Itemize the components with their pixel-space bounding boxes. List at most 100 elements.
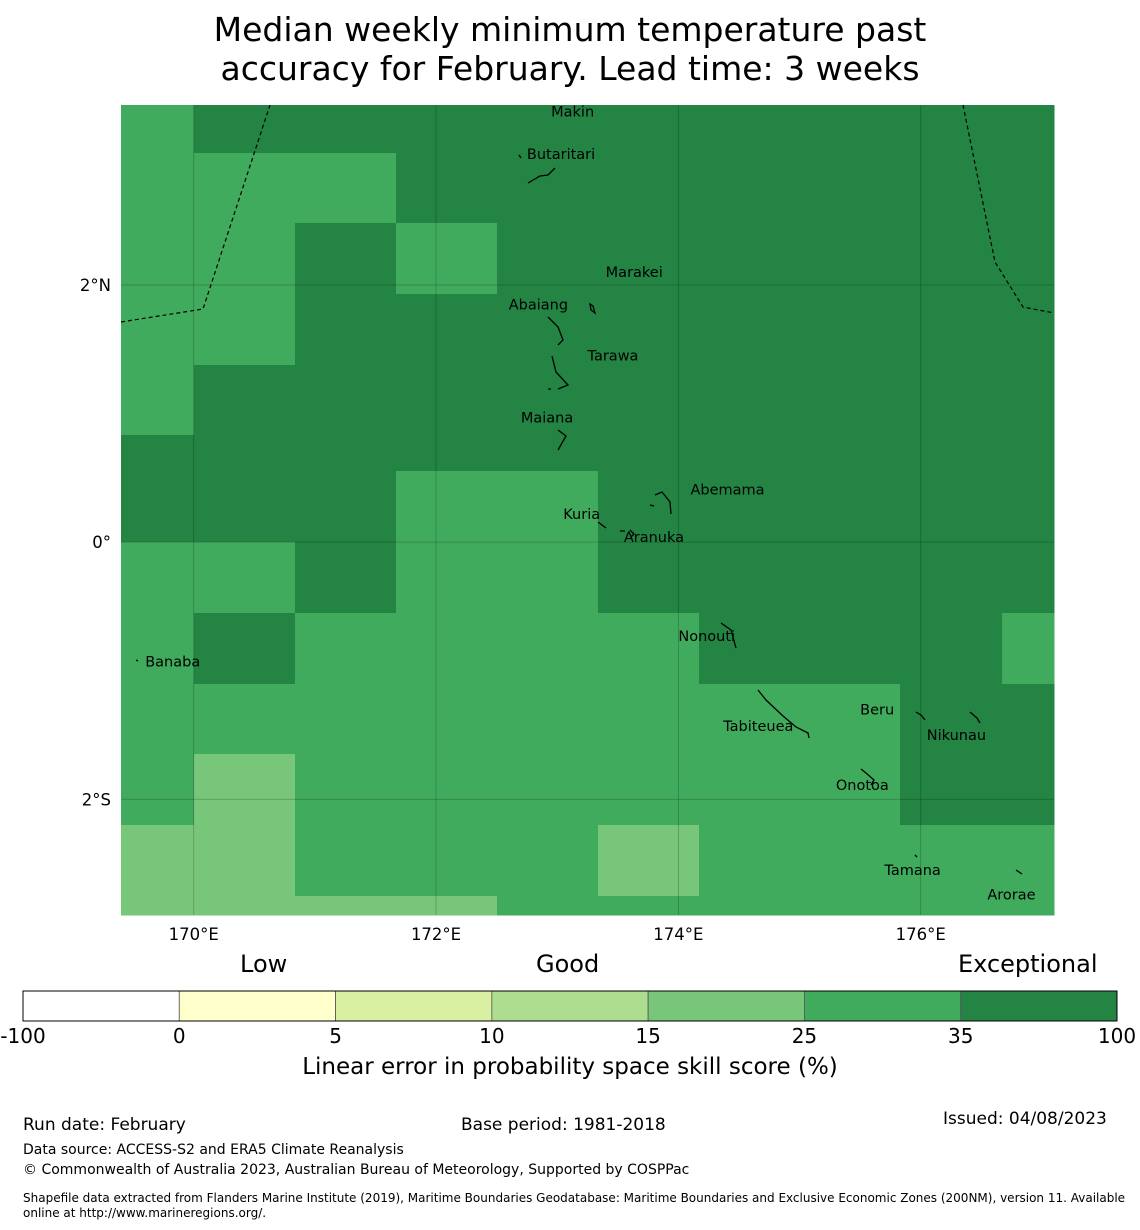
skill-cell: [497, 223, 599, 295]
island-outline-maiana: [557, 429, 567, 451]
skill-cell: [900, 223, 1003, 295]
skill-cell: [598, 365, 700, 436]
skill-cell: [295, 105, 397, 154]
skill-cell: [194, 542, 296, 614]
skill-cell: [497, 684, 599, 755]
skill-cell: [194, 754, 296, 826]
skill-cell: [900, 105, 1003, 154]
y-tick-label: 2°N: [80, 276, 111, 295]
colorbar-swatches: [22, 990, 1118, 1022]
skill-cell: [699, 153, 801, 224]
colorbar-label-low: Low: [240, 950, 288, 978]
skill-cell: [194, 435, 296, 472]
skill-cell: [497, 754, 599, 826]
colorbar-tick-label: 35: [948, 1024, 973, 1048]
colorbar-tick-label: 10: [479, 1024, 504, 1048]
skill-cell: [121, 542, 195, 614]
skill-cell: [295, 825, 397, 897]
skill-cell: [121, 153, 195, 224]
skill-cell: [699, 365, 801, 436]
skill-cell: [295, 896, 397, 916]
skill-cell: [1002, 294, 1055, 366]
skill-cell: [1002, 105, 1055, 154]
island-label: Abaiang: [509, 297, 568, 313]
x-tick-label: 172°E: [411, 925, 461, 944]
skill-cell: [699, 542, 801, 614]
island-label: Banaba: [145, 655, 200, 671]
skill-cell: [900, 294, 1003, 366]
skill-cell: [699, 684, 801, 755]
x-tick-label: 170°E: [169, 925, 219, 944]
skill-cell: [497, 153, 599, 224]
colorbar-swatch: [804, 990, 962, 1022]
island-outline-nonouti: [720, 622, 737, 649]
skill-cell: [598, 896, 700, 916]
skill-cell: [598, 435, 700, 472]
skill-cell: [497, 435, 599, 472]
colorbar-tick-labels: -100 0 5 10 15 25 35 100: [0, 1024, 1136, 1048]
colorbar-tick-label: -100: [0, 1024, 45, 1048]
skill-cell: [800, 105, 901, 154]
skill-cell: [1002, 471, 1055, 543]
island-outline-abemama: [649, 491, 672, 515]
skill-cell: [121, 684, 195, 755]
island-outline-banaba: [135, 659, 139, 662]
skill-cell: [1002, 153, 1055, 224]
skill-cell: [699, 223, 801, 295]
skill-cell: [1002, 754, 1055, 826]
skill-cell: [295, 365, 397, 436]
island-outline-tabiteuea: [757, 689, 810, 739]
island-label: Aranuka: [624, 530, 684, 546]
skill-cell: [900, 825, 1003, 897]
skill-cell: [699, 613, 801, 685]
skill-cell: [800, 825, 901, 897]
skill-cell: [900, 684, 1003, 755]
island-outline-tamana: [914, 854, 918, 858]
skill-cell: [1002, 223, 1055, 295]
skill-cell: [699, 471, 801, 543]
island-label: Makin: [551, 104, 594, 120]
lat-lon-gridlines: [121, 105, 1054, 915]
island-label: Arorae: [987, 887, 1035, 903]
skill-cell: [396, 754, 498, 826]
skill-cell: [699, 105, 801, 154]
island-label: Butaritari: [527, 147, 595, 163]
run-date: Run date: February: [23, 1115, 186, 1135]
skill-cell: [1002, 896, 1055, 916]
skill-cell: [900, 613, 1003, 685]
island-outline-aranuka: [620, 529, 635, 538]
skill-cell: [194, 365, 296, 436]
skill-cell: [800, 294, 901, 366]
island-outline-onotoa: [860, 768, 875, 786]
skill-cell: [194, 613, 296, 685]
skill-cell: [396, 223, 498, 295]
skill-cell: [396, 542, 498, 614]
skill-cell: [396, 435, 498, 472]
skill-cell: [497, 471, 599, 543]
skill-cell: [900, 365, 1003, 436]
island-label: Marakei: [606, 265, 663, 281]
skill-cell: [900, 896, 1003, 916]
skill-cell: [598, 613, 700, 685]
skill-cell: [598, 684, 700, 755]
island-outline-makin: [518, 154, 522, 159]
skill-cell: [900, 435, 1003, 472]
skill-cell: [121, 105, 195, 154]
skill-cell: [800, 435, 901, 472]
skill-cell: [194, 294, 296, 366]
island-label: Nonouti: [678, 629, 735, 645]
skill-cell: [800, 896, 901, 916]
copyright: © Commonwealth of Australia 2023, Austra…: [23, 1162, 690, 1178]
skill-cell: [699, 435, 801, 472]
base-period: Base period: 1981-2018: [461, 1115, 666, 1135]
colorbar-swatch: [647, 990, 805, 1022]
skill-cell: [1002, 613, 1055, 685]
skill-cell: [497, 896, 599, 916]
island-outline-marakei: [589, 302, 597, 315]
eez-boundaries: [120, 104, 1055, 323]
island-outline-nikunau: [969, 711, 981, 724]
colorbar-title: Linear error in probability space skill …: [302, 1054, 838, 1080]
skill-cell: [1002, 684, 1055, 755]
skill-cell: [900, 542, 1003, 614]
x-tick-label: 174°E: [653, 925, 703, 944]
